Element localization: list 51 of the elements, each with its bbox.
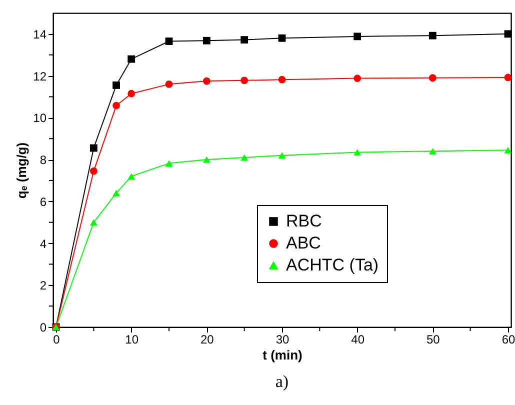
point bbox=[240, 154, 248, 161]
legend-label: ACHTC (Ta) bbox=[286, 256, 379, 274]
x-tick-label: 0 bbox=[53, 332, 60, 346]
point bbox=[128, 55, 136, 63]
point bbox=[165, 160, 173, 167]
y-axis-title: qₑ (mg/g) bbox=[14, 142, 30, 199]
x-tick-label: 60 bbox=[502, 332, 515, 346]
point bbox=[240, 76, 248, 84]
x-tick-label: 40 bbox=[351, 332, 365, 346]
point bbox=[428, 32, 436, 40]
point bbox=[165, 38, 173, 45]
y-tick-label: 10 bbox=[33, 111, 47, 126]
x-axis-title: t (min) bbox=[262, 348, 302, 362]
point bbox=[240, 36, 248, 44]
point bbox=[202, 36, 210, 44]
x-tick-label: 20 bbox=[200, 332, 214, 346]
y-tick-label: 8 bbox=[40, 153, 47, 168]
text: a) bbox=[275, 372, 289, 391]
point bbox=[504, 30, 512, 38]
point bbox=[504, 146, 512, 154]
point bbox=[128, 173, 136, 180]
y-tick-label: 2 bbox=[40, 278, 47, 293]
y-tick-label: 4 bbox=[40, 236, 47, 251]
point bbox=[504, 74, 512, 82]
legend-label: ABC bbox=[286, 234, 321, 252]
x-tick-label: 30 bbox=[276, 332, 290, 346]
y-tick-label: 0 bbox=[40, 320, 47, 334]
y-tick-label: 14 bbox=[33, 27, 47, 42]
y-tick-label: 6 bbox=[40, 194, 47, 209]
point bbox=[165, 80, 173, 88]
point bbox=[278, 76, 286, 84]
point bbox=[354, 148, 362, 156]
legend-label: RBC bbox=[286, 212, 322, 230]
point bbox=[428, 148, 436, 154]
point bbox=[428, 74, 436, 82]
point bbox=[354, 32, 362, 40]
x-tick-label: 50 bbox=[426, 332, 440, 346]
point bbox=[90, 167, 98, 175]
x-tick-label: 10 bbox=[125, 332, 139, 346]
point bbox=[112, 190, 120, 196]
point bbox=[90, 219, 98, 226]
point bbox=[278, 34, 286, 42]
point bbox=[202, 156, 210, 163]
point bbox=[354, 74, 362, 82]
point bbox=[112, 82, 120, 89]
y-tick-label: 12 bbox=[33, 69, 47, 84]
point bbox=[90, 144, 98, 152]
point bbox=[112, 102, 120, 110]
point bbox=[278, 152, 286, 159]
point bbox=[202, 77, 210, 85]
point bbox=[128, 90, 136, 98]
